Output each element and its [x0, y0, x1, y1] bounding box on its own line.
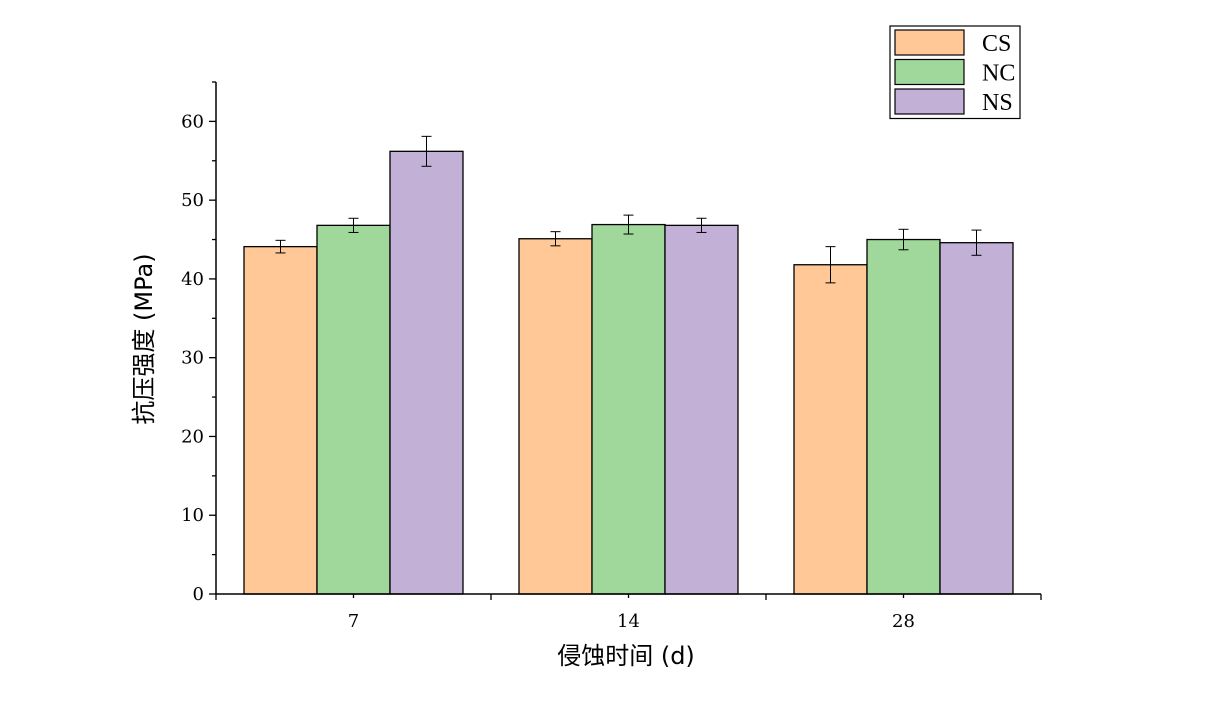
legend-swatch — [894, 88, 965, 115]
y-tick-label: 60 — [181, 111, 204, 132]
legend-swatch — [894, 29, 965, 56]
error-bar-nc-7 — [348, 217, 359, 233]
bar-cs-14 — [518, 238, 593, 595]
y-axis-title: 抗压强度 (MPa) — [130, 253, 158, 424]
bars-layer — [243, 150, 1014, 595]
x-tick-label: 7 — [348, 611, 359, 632]
y-tick-label: 40 — [181, 269, 204, 290]
axes-layer: 0 10 20 30 40 50 60 7 14 28 — [181, 81, 1042, 632]
error-bar-cs-14 — [550, 231, 561, 247]
bar-ns-14 — [664, 224, 739, 595]
y-tick-label: 30 — [181, 348, 204, 369]
legend-label: NS — [982, 90, 1013, 116]
y-tick-label: 10 — [181, 505, 204, 526]
legend-label: NC — [982, 61, 1015, 87]
legend-item-ns: NS — [894, 88, 1013, 116]
legend-item-cs: CS — [894, 29, 1011, 57]
legend-swatch — [894, 58, 965, 86]
y-tick-label: 0 — [193, 584, 204, 605]
error-bar-cs-28 — [825, 246, 836, 284]
bar-nc-14 — [591, 223, 666, 595]
y-tick-label: 50 — [181, 190, 204, 211]
bar-nc-28 — [866, 238, 941, 595]
error-bars-layer — [275, 135, 982, 284]
legend-item-nc: NC — [894, 58, 1015, 87]
legend-label: CS — [982, 31, 1011, 57]
error-bar-nc-28 — [898, 228, 909, 251]
error-bar-ns-28 — [971, 229, 982, 256]
legend: CS NC NS — [889, 25, 1021, 120]
error-bar-ns-14 — [696, 217, 707, 233]
error-bar-ns-7 — [421, 135, 432, 167]
x-axis-title: 侵蚀时间 (d) — [557, 642, 695, 670]
bar-cs-7 — [243, 245, 318, 595]
y-tick-label: 20 — [181, 426, 204, 447]
bar-nc-7 — [316, 224, 391, 595]
error-bar-cs-7 — [275, 239, 286, 254]
x-tick-label: 28 — [892, 611, 915, 632]
bar-ns-7 — [389, 150, 464, 595]
bar-cs-28 — [793, 264, 868, 595]
x-tick-label: 14 — [617, 611, 640, 632]
bar-ns-28 — [939, 242, 1014, 595]
error-bar-nc-14 — [623, 214, 634, 235]
